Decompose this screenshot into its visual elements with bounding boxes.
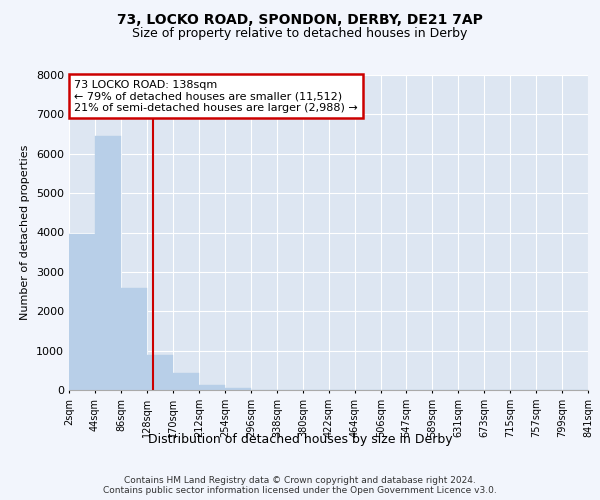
Bar — [199, 385, 225, 390]
Text: Contains HM Land Registry data © Crown copyright and database right 2024.
Contai: Contains HM Land Registry data © Crown c… — [103, 476, 497, 495]
Bar — [147, 354, 173, 390]
Y-axis label: Number of detached properties: Number of detached properties — [20, 145, 31, 320]
Text: Size of property relative to detached houses in Derby: Size of property relative to detached ho… — [133, 28, 467, 40]
Text: 73 LOCKO ROAD: 138sqm
← 79% of detached houses are smaller (11,512)
21% of semi-: 73 LOCKO ROAD: 138sqm ← 79% of detached … — [74, 80, 358, 113]
Bar — [69, 234, 95, 390]
Text: Distribution of detached houses by size in Derby: Distribution of detached houses by size … — [148, 432, 452, 446]
Bar — [225, 388, 251, 390]
Bar — [173, 374, 199, 390]
Bar — [121, 288, 147, 390]
Bar — [95, 136, 121, 390]
Text: 73, LOCKO ROAD, SPONDON, DERBY, DE21 7AP: 73, LOCKO ROAD, SPONDON, DERBY, DE21 7AP — [117, 12, 483, 26]
